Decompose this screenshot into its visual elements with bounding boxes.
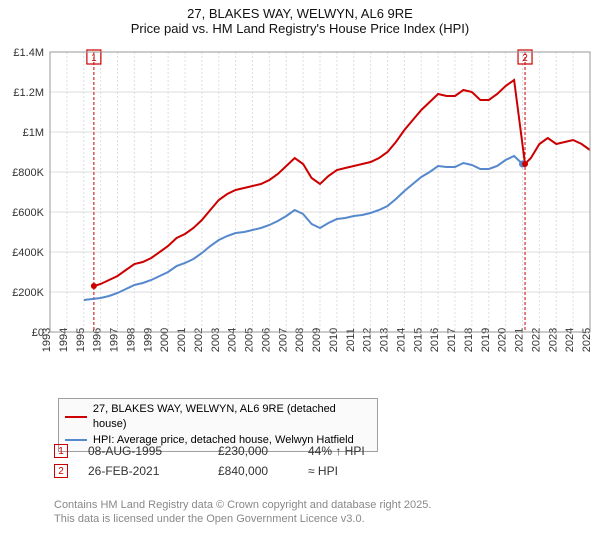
svg-text:£600K: £600K [12, 207, 44, 219]
svg-text:2001: 2001 [176, 328, 188, 352]
svg-text:2022: 2022 [530, 328, 542, 352]
svg-text:2: 2 [522, 53, 528, 64]
svg-text:2017: 2017 [446, 328, 458, 352]
svg-text:1: 1 [91, 53, 97, 64]
footer-attribution: Contains HM Land Registry data © Crown c… [54, 498, 431, 527]
chart-area: £0£200K£400K£600K£800K£1M£1.2M£1.4M19931… [0, 42, 600, 392]
legend-item: 27, BLAKES WAY, WELWYN, AL6 9RE (detache… [65, 402, 371, 433]
svg-text:2004: 2004 [227, 328, 239, 352]
line-chart: £0£200K£400K£600K£800K£1M£1.2M£1.4M19931… [0, 42, 600, 392]
transaction-price: £230,000 [218, 444, 288, 458]
svg-text:£400K: £400K [12, 247, 44, 259]
transaction-marker: 1 [54, 444, 68, 458]
footer-line1: Contains HM Land Registry data © Crown c… [54, 498, 431, 512]
svg-text:1998: 1998 [125, 328, 137, 352]
svg-text:2006: 2006 [260, 328, 272, 352]
svg-text:1993: 1993 [41, 328, 53, 352]
svg-text:£800K: £800K [12, 167, 44, 179]
legend-label: 27, BLAKES WAY, WELWYN, AL6 9RE (detache… [93, 402, 371, 433]
legend-swatch [65, 416, 87, 418]
svg-text:1996: 1996 [92, 328, 104, 352]
svg-text:1995: 1995 [75, 328, 87, 352]
transaction-row: 2 26-FEB-2021 £840,000 ≈ HPI [54, 464, 408, 478]
transaction-marker: 2 [54, 464, 68, 478]
transaction-diff: ≈ HPI [308, 464, 408, 478]
svg-text:2014: 2014 [395, 328, 407, 352]
title-line2: Price paid vs. HM Land Registry's House … [0, 21, 600, 36]
legend-swatch [65, 439, 87, 441]
svg-text:£200K: £200K [12, 287, 44, 299]
svg-text:2003: 2003 [210, 328, 222, 352]
svg-text:1999: 1999 [142, 328, 154, 352]
title-line1: 27, BLAKES WAY, WELWYN, AL6 9RE [0, 6, 600, 21]
svg-text:2024: 2024 [564, 328, 576, 352]
svg-text:2007: 2007 [277, 328, 289, 352]
svg-text:1997: 1997 [109, 328, 121, 352]
transaction-date: 26-FEB-2021 [88, 464, 198, 478]
transaction-diff: 44% ↑ HPI [308, 444, 408, 458]
transaction-list: 1 08-AUG-1995 £230,000 44% ↑ HPI 2 26-FE… [54, 444, 408, 484]
svg-text:2020: 2020 [497, 328, 509, 352]
transaction-price: £840,000 [218, 464, 288, 478]
svg-text:£1.2M: £1.2M [13, 87, 44, 99]
svg-text:2021: 2021 [514, 328, 526, 352]
svg-text:2012: 2012 [362, 328, 374, 352]
svg-text:2009: 2009 [311, 328, 323, 352]
svg-text:2013: 2013 [379, 328, 391, 352]
svg-text:2010: 2010 [328, 328, 340, 352]
svg-text:2002: 2002 [193, 328, 205, 352]
svg-text:2000: 2000 [159, 328, 171, 352]
transaction-row: 1 08-AUG-1995 £230,000 44% ↑ HPI [54, 444, 408, 458]
chart-title: 27, BLAKES WAY, WELWYN, AL6 9RE Price pa… [0, 0, 600, 40]
transaction-date: 08-AUG-1995 [88, 444, 198, 458]
svg-text:2015: 2015 [412, 328, 424, 352]
svg-text:1994: 1994 [58, 328, 70, 352]
svg-text:2005: 2005 [244, 328, 256, 352]
svg-text:2018: 2018 [463, 328, 475, 352]
svg-text:2008: 2008 [294, 328, 306, 352]
svg-text:2023: 2023 [547, 328, 559, 352]
svg-text:£1.4M: £1.4M [13, 47, 44, 59]
footer-line2: This data is licensed under the Open Gov… [54, 512, 431, 526]
svg-text:2016: 2016 [429, 328, 441, 352]
svg-text:£1M: £1M [23, 127, 44, 139]
svg-text:2025: 2025 [581, 328, 593, 352]
svg-text:2019: 2019 [480, 328, 492, 352]
